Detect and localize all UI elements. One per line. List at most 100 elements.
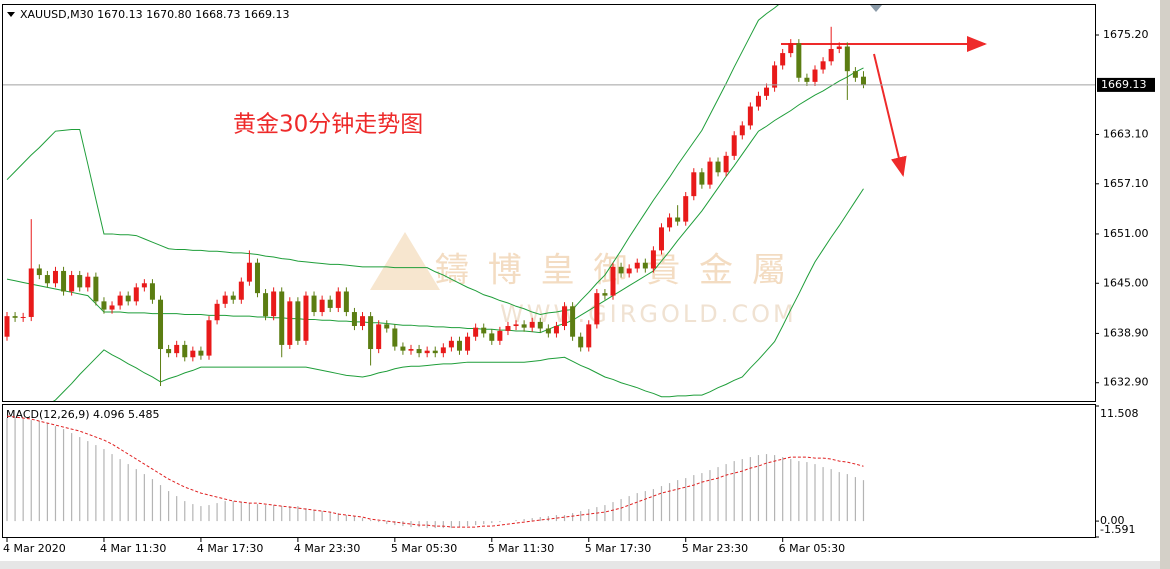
candle-body bbox=[12, 316, 18, 318]
candle-body bbox=[828, 48, 834, 62]
candle-body bbox=[578, 336, 584, 348]
x-tick-label: 4 Mar 17:30 bbox=[197, 542, 263, 555]
candle-body bbox=[77, 275, 83, 288]
candle-body bbox=[650, 250, 656, 269]
candle-body bbox=[755, 95, 761, 107]
y-tick-label: 1657.10 bbox=[1103, 177, 1149, 190]
x-tick-label: 5 Mar 17:30 bbox=[585, 542, 651, 555]
down-arrow bbox=[873, 53, 907, 177]
candle-body bbox=[723, 155, 729, 173]
candle-body bbox=[44, 275, 50, 284]
x-tick-label: 4 Mar 2020 bbox=[3, 542, 66, 555]
y-tick-label: 1663.10 bbox=[1103, 127, 1149, 140]
candle-body bbox=[343, 291, 349, 313]
watermark: 鑄 博 皇 御 貴 金 屬 WWW.GIRGOLD.COM bbox=[370, 232, 797, 328]
x-tick-label: 5 Mar 11:30 bbox=[488, 542, 554, 555]
candle-body bbox=[303, 295, 309, 341]
y-tick-label: 1632.90 bbox=[1103, 376, 1149, 389]
bollinger-band bbox=[52, 188, 864, 401]
candle-body bbox=[271, 291, 277, 317]
candle-body bbox=[804, 77, 810, 82]
candle-body bbox=[465, 336, 471, 351]
candle-body bbox=[683, 196, 689, 222]
candle-body bbox=[133, 287, 139, 302]
candle-body bbox=[311, 295, 317, 313]
candle-body bbox=[295, 301, 301, 341]
candle-body bbox=[440, 347, 446, 354]
candle-body bbox=[424, 350, 430, 354]
candle-body bbox=[4, 316, 10, 337]
candle-body bbox=[448, 340, 454, 348]
candle-body bbox=[739, 125, 745, 136]
candle-body bbox=[634, 262, 640, 269]
y-tick-label: 1645.00 bbox=[1103, 276, 1149, 289]
y-tick-label: 1638.90 bbox=[1103, 326, 1149, 339]
price-label-box bbox=[1097, 77, 1155, 92]
candle-body bbox=[141, 283, 147, 288]
macd-frame bbox=[2, 404, 1096, 538]
candle-body bbox=[158, 299, 164, 350]
y-tick-label: 1651.00 bbox=[1103, 227, 1149, 240]
scrollbar[interactable] bbox=[0, 561, 1160, 569]
candle-body bbox=[432, 350, 438, 354]
candle-body bbox=[553, 326, 559, 334]
candle-body bbox=[691, 172, 697, 197]
candle-body bbox=[20, 316, 26, 318]
candle-body bbox=[836, 46, 842, 49]
candle-body bbox=[537, 321, 543, 329]
collapse-icon[interactable] bbox=[7, 12, 15, 17]
candle-body bbox=[456, 340, 462, 351]
candle-body bbox=[505, 326, 511, 331]
annotation: 黄金30分钟走势图 bbox=[233, 112, 423, 138]
candle-body bbox=[513, 324, 519, 327]
candle-body bbox=[844, 46, 850, 72]
candle-body bbox=[852, 71, 858, 78]
candle-body bbox=[529, 321, 535, 328]
candle-body bbox=[360, 316, 366, 327]
candle-body bbox=[618, 266, 624, 274]
watermark-logo bbox=[370, 232, 440, 290]
candle-body bbox=[610, 266, 616, 296]
candle-body bbox=[675, 217, 681, 222]
main-frame bbox=[2, 4, 1096, 402]
candle-body bbox=[667, 217, 673, 228]
candle-body bbox=[562, 306, 568, 327]
x-tick-label: 4 Mar 11:30 bbox=[100, 542, 166, 555]
candle-body bbox=[125, 295, 131, 302]
candle-body bbox=[149, 283, 155, 300]
candle-body bbox=[69, 275, 75, 292]
candle-body bbox=[473, 327, 479, 337]
bollinger-band bbox=[6, 5, 779, 316]
x-tick-label: 5 Mar 05:30 bbox=[391, 542, 457, 555]
candle-body bbox=[586, 324, 592, 348]
candle-body bbox=[85, 276, 91, 288]
y-tick-label: 11.508 bbox=[1100, 407, 1139, 420]
candle-body bbox=[279, 291, 285, 345]
x-tick-label: 5 Mar 23:30 bbox=[682, 542, 748, 555]
candle-body bbox=[93, 276, 99, 302]
watermark-text: 鑄 博 皇 御 貴 金 屬 bbox=[435, 251, 790, 291]
y-tick-label: 0.00 bbox=[1100, 514, 1125, 527]
candle-body bbox=[764, 87, 770, 96]
candle-body bbox=[392, 328, 398, 347]
candle-body bbox=[230, 295, 236, 300]
candle-body bbox=[481, 327, 487, 334]
candle-body bbox=[335, 291, 341, 308]
candle-body bbox=[812, 69, 818, 82]
watermark-url: WWW.GIRGOLD.COM bbox=[500, 300, 797, 328]
candle-body bbox=[384, 324, 390, 329]
candle-body bbox=[715, 161, 721, 173]
candle-body bbox=[222, 295, 228, 304]
x-tick-label: 4 Mar 23:30 bbox=[294, 542, 360, 555]
candle-body bbox=[731, 135, 737, 156]
candle-body bbox=[198, 350, 204, 356]
candle-body bbox=[351, 312, 357, 327]
candle-body bbox=[400, 346, 406, 351]
candle-body bbox=[109, 305, 115, 310]
candle-body bbox=[101, 301, 107, 310]
candle-body bbox=[190, 350, 196, 358]
candle-body bbox=[174, 344, 180, 354]
candle-body bbox=[820, 61, 826, 70]
candle-body bbox=[238, 281, 244, 300]
